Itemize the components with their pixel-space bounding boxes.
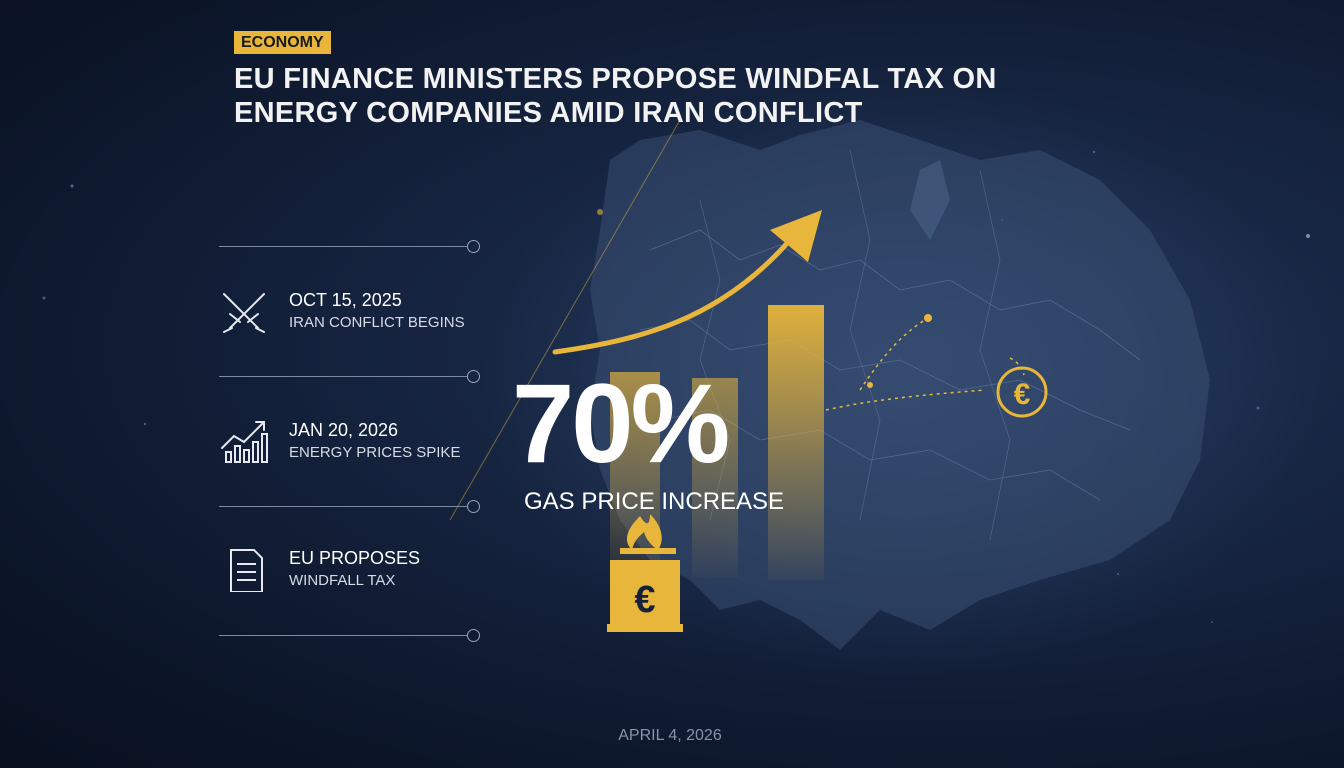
- svg-text:€: €: [1014, 378, 1031, 411]
- event-description: ENERGY PRICES SPIKE: [289, 444, 461, 461]
- upward-arrow-icon: [552, 237, 793, 355]
- document-icon: [230, 549, 263, 592]
- timeline-divider: [219, 506, 467, 507]
- stat-value: 70%: [512, 361, 730, 486]
- timeline-divider: [219, 246, 467, 247]
- timeline-node: [467, 240, 480, 253]
- timeline-node: [467, 500, 480, 513]
- timeline-event: JAN 20, 2026 ENERGY PRICES SPIKE: [218, 420, 478, 468]
- event-date: EU PROPOSES: [289, 548, 421, 568]
- flaming-euro-canister-icon: €: [607, 514, 683, 632]
- crossed-swords-icon: [223, 293, 265, 333]
- euro-coin-icon: €: [996, 366, 1048, 418]
- timeline-event: EU PROPOSES WINDFALL TAX: [218, 548, 478, 596]
- timeline-node: [467, 629, 480, 642]
- event-description: WINDFALL TAX: [289, 572, 396, 589]
- chart-bar-3: [768, 305, 824, 580]
- rising-bar-chart-icon: [221, 421, 268, 463]
- event-description: IRAN CONFLICT BEGINS: [289, 314, 465, 331]
- event-date: OCT 15, 2025: [289, 290, 402, 310]
- svg-text:€: €: [634, 579, 655, 621]
- timeline-node: [467, 370, 480, 383]
- timeline-divider: [219, 376, 467, 377]
- timeline-divider: [219, 635, 467, 636]
- stat-label: GAS PRICE INCREASE: [524, 488, 785, 515]
- footer-date: APRIL 4, 2026: [618, 727, 722, 744]
- category-tag: ECONOMY: [234, 31, 331, 54]
- timeline-event: OCT 15, 2025 IRAN CONFLICT BEGINS: [218, 290, 478, 338]
- event-date: JAN 20, 2026: [289, 420, 399, 440]
- headline: EU FINANCE MINISTERS PROPOSE WINDFAL TAX…: [234, 63, 997, 129]
